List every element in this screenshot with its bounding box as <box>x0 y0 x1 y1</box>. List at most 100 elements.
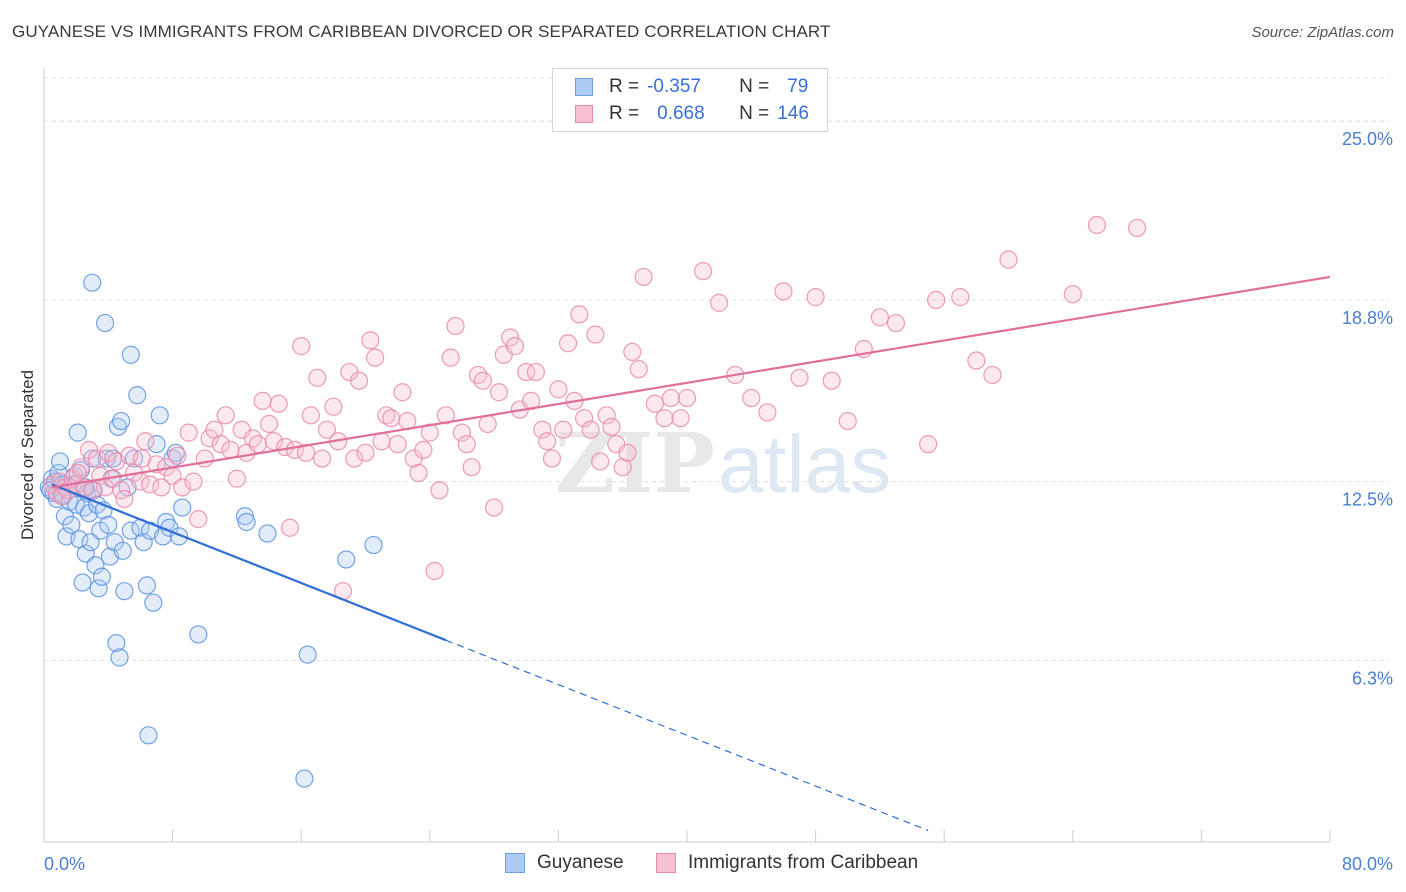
data-point <box>137 576 156 595</box>
data-point <box>243 429 263 448</box>
data-point <box>870 308 890 327</box>
data-point <box>693 262 713 281</box>
legend-n-label: N = <box>739 76 770 97</box>
data-point <box>586 325 605 344</box>
data-point <box>139 726 158 745</box>
data-point <box>68 423 87 442</box>
data-point <box>441 348 460 367</box>
data-point <box>50 452 70 471</box>
data-point <box>517 362 536 382</box>
data-point <box>115 582 134 601</box>
data-point <box>113 541 132 560</box>
legend-r-value: -0.357 <box>647 76 701 97</box>
data-point <box>71 458 91 477</box>
data-point <box>144 593 163 612</box>
data-point <box>296 443 316 462</box>
data-point <box>87 449 107 468</box>
data-point <box>377 406 396 425</box>
data-point <box>83 273 102 292</box>
data-point <box>128 386 147 405</box>
data-point <box>86 556 105 575</box>
data-point <box>661 388 681 408</box>
data-point <box>382 409 401 428</box>
data-point <box>790 368 809 387</box>
data-point <box>200 429 219 448</box>
data-point <box>295 769 314 788</box>
data-point <box>173 478 192 497</box>
trend-lines <box>51 275 1331 832</box>
legend-r-value: 0.668 <box>657 103 705 124</box>
bottom-legend-swatch-caribbean <box>656 853 676 873</box>
data-point <box>570 305 589 324</box>
data-point <box>774 282 793 301</box>
data-point <box>613 458 632 477</box>
data-point <box>216 406 235 425</box>
y-tick-label: 6.3% <box>1352 668 1393 688</box>
data-point <box>107 633 126 653</box>
legend-r-label: R = <box>609 76 640 97</box>
data-point <box>388 435 407 454</box>
data-point <box>89 579 108 598</box>
legend-n-value: 79 <box>787 76 809 97</box>
y-tick-label: 18.8% <box>1342 308 1393 328</box>
x-tick-label-min: 0.0% <box>44 854 85 874</box>
data-point <box>629 360 648 379</box>
y-tick-label: 12.5% <box>1342 490 1393 510</box>
data-point <box>237 512 256 532</box>
legend-row-guyanese: R = -0.357 N = 79 <box>575 75 808 99</box>
data-point <box>372 432 391 451</box>
bottom-legend-caribbean: Immigrants from Caribbean <box>656 852 918 874</box>
data-point <box>919 435 938 454</box>
data-point <box>414 440 433 460</box>
data-point <box>73 573 92 592</box>
data-point <box>308 368 327 387</box>
data-point <box>558 334 578 353</box>
y-tick-label: 25.0% <box>1342 129 1393 149</box>
data-point <box>436 406 455 425</box>
data-point <box>258 524 277 543</box>
data-point <box>132 449 152 468</box>
data-point <box>533 420 552 439</box>
data-point <box>312 449 332 468</box>
data-point <box>542 449 562 468</box>
data-point <box>227 469 246 488</box>
data-point <box>452 423 472 442</box>
data-point <box>345 449 364 468</box>
source-label: Source: ZipAtlas.com <box>1251 24 1394 41</box>
data-point <box>927 290 946 310</box>
data-point <box>280 518 300 537</box>
data-point <box>211 435 230 454</box>
data-point <box>618 443 637 462</box>
data-point <box>166 443 185 462</box>
chart-title: GUYANESE VS IMMIGRANTS FROM CARIBBEAN DI… <box>12 22 831 41</box>
data-point <box>967 351 986 370</box>
data-point <box>742 388 761 408</box>
data-point <box>115 489 134 509</box>
legend-row-caribbean: R = 0.668 N = 146 <box>575 102 809 126</box>
data-point <box>112 411 131 431</box>
data-point <box>134 533 153 552</box>
data-point <box>478 414 497 434</box>
watermark-atlas: atlas <box>718 419 891 510</box>
data-point <box>269 394 288 413</box>
data-point <box>489 383 509 402</box>
data-point <box>473 371 492 390</box>
data-point <box>581 420 600 439</box>
data-point <box>68 463 87 483</box>
data-point <box>951 288 970 307</box>
data-point <box>425 561 444 581</box>
legend-swatch-guyanese <box>575 78 593 96</box>
data-point <box>597 406 616 425</box>
data-point <box>110 648 129 667</box>
data-point <box>168 446 187 465</box>
data-point <box>259 414 279 434</box>
data-point <box>253 391 272 410</box>
data-point <box>317 420 337 439</box>
data-point <box>356 443 375 462</box>
data-point <box>983 365 1002 385</box>
data-point <box>886 313 906 333</box>
data-point <box>758 403 777 422</box>
data-point <box>184 472 203 491</box>
data-point <box>430 481 449 500</box>
